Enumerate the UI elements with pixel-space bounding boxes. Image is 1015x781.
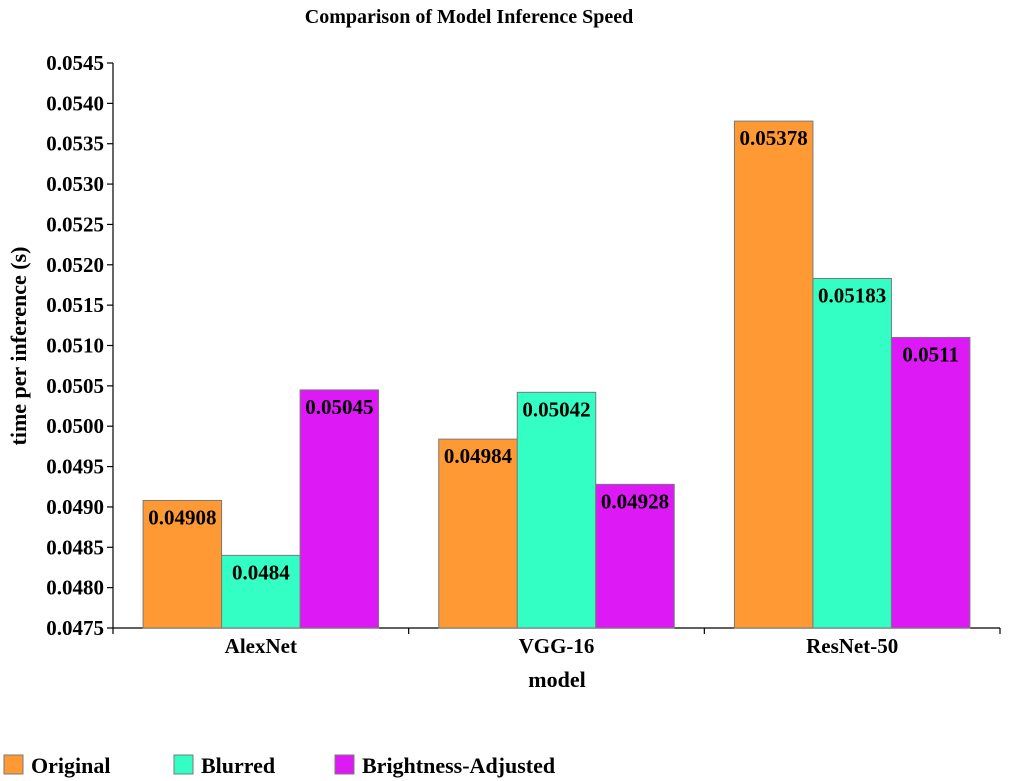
bar — [890, 336, 971, 629]
y-tick-label: 0.0500 — [46, 414, 104, 438]
legend-label: Blurred — [201, 753, 275, 778]
data-label: 0.05378 — [740, 126, 808, 150]
data-label: 0.05045 — [305, 395, 373, 419]
data-label: 0.0484 — [232, 560, 290, 584]
y-tick-label: 0.0530 — [46, 172, 104, 196]
legend-swatch — [3, 754, 24, 775]
y-tick-label: 0.0480 — [46, 576, 104, 600]
y-tick-label: 0.0475 — [46, 616, 104, 640]
data-label: 0.04908 — [148, 505, 216, 529]
y-tick-label: 0.0510 — [46, 334, 104, 358]
x-axis-label: model — [528, 667, 585, 692]
data-label: 0.04928 — [601, 489, 669, 513]
bar — [812, 278, 892, 629]
bar — [438, 438, 518, 629]
data-label: 0.05183 — [818, 284, 886, 308]
y-tick-label: 0.0545 — [46, 51, 104, 75]
data-label: 0.0511 — [902, 342, 959, 366]
y-axis-label: time per inference (s) — [6, 247, 31, 446]
legend-label: Original — [31, 753, 110, 778]
y-tick-label: 0.0490 — [46, 495, 104, 519]
bar — [299, 389, 380, 629]
data-label: 0.04984 — [444, 444, 513, 468]
y-tick-label: 0.0495 — [46, 455, 104, 479]
x-tick-label: ResNet-50 — [806, 634, 898, 658]
x-tick-label: AlexNet — [225, 634, 297, 658]
bar — [595, 483, 675, 629]
y-tick-label: 0.0505 — [46, 374, 104, 398]
bar — [733, 120, 814, 629]
y-tick-label: 0.0485 — [46, 535, 104, 559]
y-tick-label: 0.0515 — [46, 293, 104, 317]
legend-swatch — [334, 754, 355, 775]
y-tick-label: 0.0525 — [46, 212, 104, 236]
y-tick-label: 0.0520 — [46, 253, 104, 277]
legend-label: Brightness-Adjusted — [362, 753, 555, 778]
legend-swatch — [173, 754, 194, 775]
x-tick-label: VGG-16 — [519, 634, 595, 658]
data-label: 0.05042 — [522, 397, 590, 421]
legend: Original Blurred Brightness-Adjusted — [3, 753, 555, 778]
plot-area: 0.0475 0.0480 0.0485 0.0490 0.0495 0.0500 0.05… — [46, 51, 1001, 658]
y-tick-label: 0.0540 — [46, 91, 104, 115]
chart-title: Comparison of Model Inference Speed — [305, 6, 634, 28]
y-tick-label: 0.0535 — [46, 132, 104, 156]
bar — [516, 391, 597, 629]
